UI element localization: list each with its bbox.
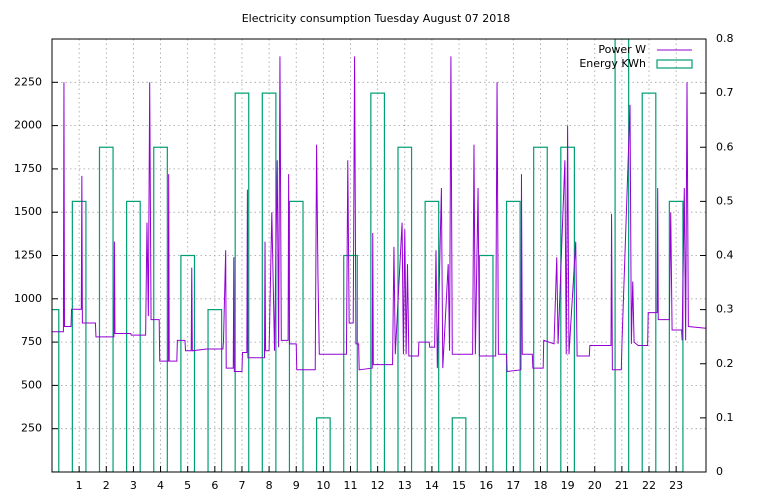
y-tick-label: 2000 [14, 119, 42, 132]
energy-box [505, 200, 521, 472]
plot-frame [51, 38, 707, 473]
legend-label: Energy KWh [579, 57, 646, 70]
x-tick-label: 7 [238, 479, 245, 492]
energy-box [153, 146, 168, 472]
y-tick-label: 750 [21, 335, 42, 348]
y-tick-label: 1000 [14, 292, 42, 305]
x-tick-label: 5 [184, 479, 191, 492]
energy-box [614, 39, 630, 472]
y2-tick-label: 0.8 [716, 32, 734, 45]
x-tick-label: 21 [615, 479, 629, 492]
energy-box [451, 417, 467, 472]
energy-box [52, 309, 60, 472]
y2-tick-label: 0.5 [716, 194, 734, 207]
x-tick-label: 13 [398, 479, 412, 492]
power-line [52, 56, 706, 373]
energy-box [424, 200, 440, 472]
x-tick-label: 2 [103, 479, 110, 492]
energy-box [315, 417, 331, 472]
x-tick-label: 3 [130, 479, 137, 492]
x-tick-label: 9 [293, 479, 300, 492]
x-tick-label: 10 [316, 479, 330, 492]
energy-box [478, 254, 494, 472]
energy-box [234, 92, 250, 472]
x-tick-label: 23 [669, 479, 683, 492]
x-tick-label: 16 [479, 479, 493, 492]
energy-box [343, 254, 358, 472]
energy-box [533, 146, 548, 472]
x-tick-label: 17 [506, 479, 520, 492]
energy-box [641, 92, 657, 472]
energy-box [207, 309, 223, 472]
plot-area [52, 39, 706, 472]
x-tick-label: 8 [266, 479, 273, 492]
legend-swatch [656, 59, 693, 69]
y-tick-label: 2250 [14, 75, 42, 88]
y2-tick-label: 0.1 [716, 411, 734, 424]
x-tick-label: 6 [211, 479, 218, 492]
x-tick-label: 1 [76, 479, 83, 492]
energy-box [180, 254, 196, 472]
x-tick-label: 18 [533, 479, 547, 492]
x-tick-label: 19 [561, 479, 575, 492]
x-tick-label: 12 [371, 479, 385, 492]
x-tick-label: 22 [642, 479, 656, 492]
y-tick-label: 250 [21, 422, 42, 435]
y-tick-label: 1500 [14, 205, 42, 218]
y2-tick-label: 0.3 [716, 303, 734, 316]
y2-tick-label: 0.6 [716, 140, 734, 153]
y2-tick-label: 0 [716, 465, 723, 478]
energy-box [98, 146, 114, 472]
y2-tick-label: 0.4 [716, 249, 734, 262]
x-tick-label: 14 [425, 479, 439, 492]
y2-tick-label: 0.7 [716, 86, 734, 99]
x-tick-label: 15 [452, 479, 466, 492]
chart-title: Electricity consumption Tuesday August 0… [242, 12, 511, 25]
y-tick-label: 1250 [14, 249, 42, 262]
energy-box [370, 92, 386, 472]
energy-box [71, 200, 87, 472]
x-tick-label: 11 [344, 479, 358, 492]
axes: 250 500 750 1000 1250 1500 1750 2000 2250 0 0.1 0.2… [14, 32, 734, 492]
y-tick-label: 500 [21, 378, 42, 391]
y2-tick-label: 0.2 [716, 357, 734, 370]
energy-box [126, 200, 141, 472]
legend-label: Power W [598, 43, 646, 56]
x-tick-label: 20 [588, 479, 602, 492]
grid [52, 39, 706, 472]
energy-box [668, 200, 684, 472]
y-tick-label: 1750 [14, 162, 42, 175]
x-tick-label: 4 [157, 479, 164, 492]
